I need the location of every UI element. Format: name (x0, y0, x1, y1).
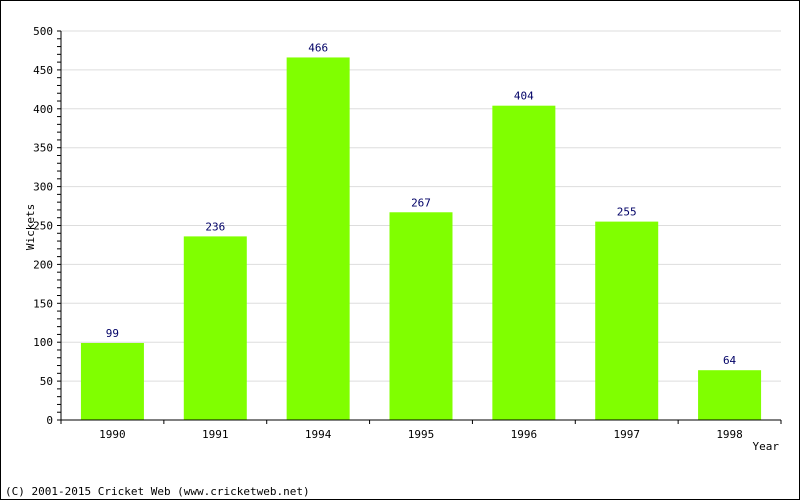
x-axis-label: Year (753, 440, 780, 453)
y-tick-labels: 0 50 100 150 200 250 300 350 400 450 500 (33, 25, 53, 427)
y-tick-label: 300 (33, 181, 53, 194)
bar-1995 (389, 212, 453, 420)
y-tick-label: 150 (33, 297, 53, 310)
minor-ticks (57, 30, 61, 421)
y-tick-label: 50 (40, 375, 53, 388)
y-tick-label: 0 (46, 414, 53, 427)
x-tick-label: 1995 (408, 428, 435, 441)
bar-1991 (183, 236, 247, 420)
bar-1996 (492, 105, 556, 421)
bar-1998 (698, 370, 762, 420)
bar-value-label: 255 (617, 206, 637, 219)
axes (60, 31, 782, 424)
x-tick-labels: 1990 1991 1994 1995 1996 1997 1998 (99, 428, 743, 441)
x-tick-label: 1994 (305, 428, 332, 441)
bar-1990 (80, 342, 144, 420)
x-tick-label: 1990 (99, 428, 126, 441)
y-tick-label: 350 (33, 142, 53, 155)
bar-value-label: 267 (411, 196, 431, 209)
x-tick-label: 1996 (511, 428, 538, 441)
y-axis-label: Wickets (24, 204, 37, 250)
x-tick-label: 1998 (716, 428, 743, 441)
bar-1997 (595, 221, 659, 420)
y-tick-label: 400 (33, 103, 53, 116)
bar-value-label: 99 (106, 327, 119, 340)
bar-value-label: 64 (723, 354, 737, 367)
y-tick-label: 500 (33, 25, 53, 38)
x-tick-label: 1997 (613, 428, 640, 441)
bar-value-label: 236 (205, 220, 225, 233)
copyright-text: (C) 2001-2015 Cricket Web (www.cricketwe… (5, 485, 310, 498)
y-tick-label: 450 (33, 64, 53, 77)
bar-value-label: 404 (514, 90, 534, 103)
bar-1994 (286, 57, 350, 421)
y-tick-label: 250 (33, 220, 53, 233)
bar-value-label: 466 (308, 41, 328, 54)
y-tick-label: 100 (33, 336, 53, 349)
bar-value-labels: 99 236 466 267 404 255 64 (106, 41, 737, 367)
bars (80, 57, 762, 421)
x-tick-label: 1991 (202, 428, 229, 441)
y-tick-label: 200 (33, 258, 53, 271)
